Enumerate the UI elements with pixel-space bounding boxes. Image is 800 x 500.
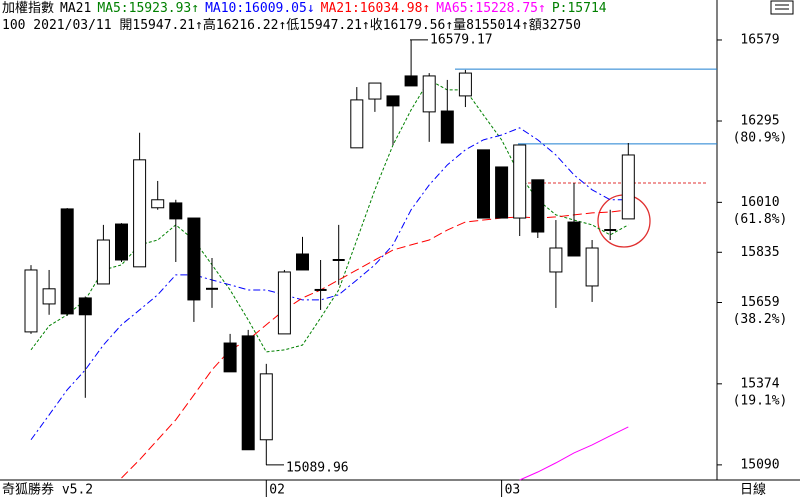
x-tick-label: 02 <box>269 483 285 498</box>
header-item: MA65:15228.75↑ <box>436 1 546 16</box>
candle-body <box>386 95 400 107</box>
candle-body <box>458 72 472 97</box>
candle-body <box>187 217 201 301</box>
y-tick-label: 16295 <box>740 114 779 129</box>
annotation-label: 15089.96 <box>286 460 349 475</box>
candle-body <box>42 288 56 305</box>
candle-body <box>368 82 382 100</box>
window-icon <box>770 0 794 15</box>
fib-label: (80.9%) <box>733 131 788 146</box>
ma-line <box>519 426 629 481</box>
ma-line <box>121 209 629 479</box>
y-tick-label: 15090 <box>740 457 779 472</box>
y-tick-label: 16579 <box>740 32 779 47</box>
header-item: MA21:16034.98↑ <box>320 1 431 16</box>
y-tick-label: 16010 <box>740 195 779 210</box>
candle-body <box>404 75 418 87</box>
candle-body <box>567 221 581 257</box>
header-item: MA21 <box>60 1 92 16</box>
ma-line <box>30 79 629 353</box>
y-tick-label: 15659 <box>740 295 779 310</box>
candle-body <box>477 149 490 219</box>
header-item: 加權指數 <box>2 1 55 16</box>
candle-body <box>24 269 38 333</box>
candle-body <box>151 199 165 209</box>
candle-body <box>78 297 92 316</box>
header-item: P:15714 <box>551 1 607 16</box>
candle-body <box>223 342 237 373</box>
x-tick-label: 03 <box>505 483 521 498</box>
annotation-label: 16579.17 <box>430 32 493 47</box>
candle-body <box>259 373 273 441</box>
candle-body <box>115 223 128 261</box>
candle-body <box>440 110 454 144</box>
candle-body <box>495 166 509 219</box>
candle-body <box>422 75 436 113</box>
candle-body <box>169 202 183 220</box>
period: 日線 <box>740 482 766 498</box>
y-tick-label: 15374 <box>740 376 779 391</box>
fib-label: (38.2%) <box>733 312 788 327</box>
header-line-2: 100 2021/03/11 開15947.21↑高16216.22↑低1594… <box>2 18 581 33</box>
fib-label: (19.1%) <box>733 393 788 408</box>
candle-body <box>241 335 255 451</box>
candle-body <box>585 247 599 287</box>
candle-body <box>621 154 635 220</box>
header-item: MA5:15923.93↑ <box>97 1 200 16</box>
y-tick-label: 15835 <box>740 245 779 260</box>
candle-body <box>60 208 74 315</box>
candle-body <box>513 144 527 219</box>
fib-label: (61.8%) <box>733 212 788 227</box>
brand: 奇狐勝券 v5.2 <box>2 482 93 498</box>
header-line-1: 加權指數 MA21 MA5:15923.93↑ MA10:16009.05↓ MA21:… <box>2 0 714 17</box>
candle-body <box>96 239 110 285</box>
ma-line <box>30 127 629 441</box>
candle-body <box>350 99 364 149</box>
candle-body <box>133 159 147 268</box>
candle-body <box>296 253 309 271</box>
candle-body <box>531 179 545 233</box>
candle-body <box>277 271 291 335</box>
header-item: MA10:16009.05↓ <box>205 1 315 16</box>
candle-body <box>549 247 563 273</box>
